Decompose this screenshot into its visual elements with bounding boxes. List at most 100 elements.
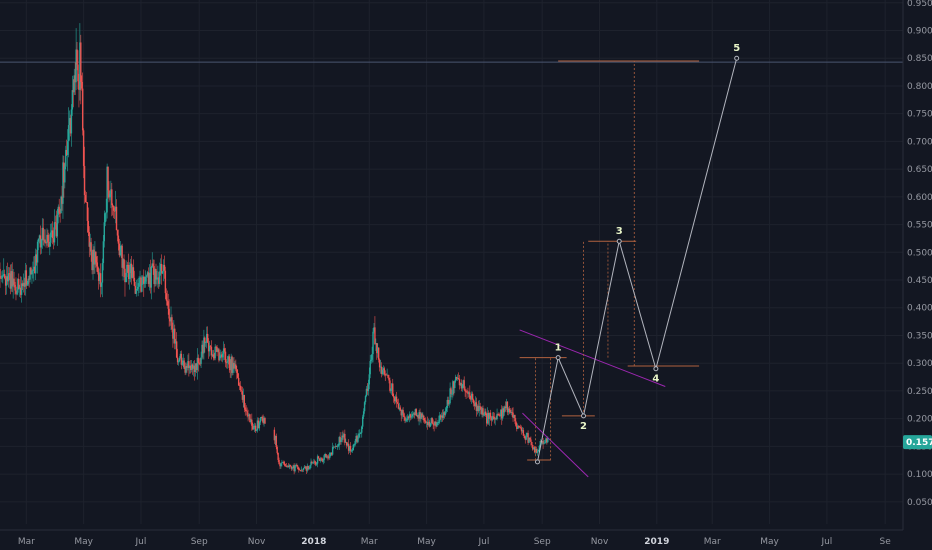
candle <box>526 432 528 438</box>
candle-body <box>135 290 137 294</box>
candle <box>205 341 207 347</box>
channel-line[interactable] <box>522 412 589 478</box>
candle-body <box>285 466 288 468</box>
candle-body <box>435 421 437 427</box>
candle <box>457 372 460 380</box>
candle-body <box>313 461 315 463</box>
candle-body <box>54 222 57 224</box>
candle <box>362 408 365 420</box>
candle <box>385 373 387 376</box>
candle <box>110 180 112 209</box>
candle <box>119 241 121 257</box>
candle-body <box>205 342 207 343</box>
candle <box>504 401 507 412</box>
wave-path[interactable] <box>536 58 738 462</box>
candle-body <box>126 264 128 278</box>
candle <box>495 415 497 420</box>
candle-body <box>39 235 42 248</box>
candle <box>48 232 50 248</box>
candle <box>382 365 385 376</box>
candle <box>144 276 146 288</box>
candle <box>116 229 119 242</box>
time-axis[interactable]: Mar May Jul Sep Nov 2018 Mar May Jul Sep Nov 2019 Ma… <box>0 529 903 547</box>
candle-body <box>360 432 362 434</box>
candle-body <box>47 234 49 242</box>
candle-body <box>35 254 38 263</box>
candle <box>318 458 321 462</box>
candle <box>333 446 336 448</box>
candle-body <box>348 445 351 451</box>
candle-body <box>273 429 276 441</box>
candle <box>229 359 231 378</box>
candle-body <box>532 445 534 450</box>
elliott-wave-drawing[interactable]: 1 2 3 4 5 <box>519 43 741 478</box>
candle <box>8 267 11 281</box>
candle <box>377 347 380 363</box>
wave-point[interactable] <box>555 355 561 361</box>
candle <box>452 379 454 398</box>
candle <box>432 419 434 430</box>
candle <box>198 358 200 365</box>
price-tick-label: 0.0500 <box>907 498 932 508</box>
candle-body <box>323 455 325 460</box>
candle-body <box>475 402 478 411</box>
wave-point[interactable] <box>653 366 659 372</box>
candle-body <box>453 381 455 389</box>
candle <box>139 270 141 287</box>
candle <box>36 239 39 274</box>
candle-body <box>533 447 536 453</box>
candle <box>477 400 479 413</box>
candle <box>533 445 536 454</box>
candle-body <box>537 449 540 452</box>
candle-body <box>388 377 390 381</box>
candle <box>203 329 205 360</box>
candle <box>482 405 484 418</box>
candle-body <box>148 272 151 284</box>
candle <box>56 208 59 246</box>
wave-point[interactable] <box>616 238 622 244</box>
candle <box>330 452 333 456</box>
candle-body <box>243 395 246 408</box>
candle-body <box>191 364 194 369</box>
candle <box>13 271 15 288</box>
wave-point[interactable] <box>581 413 587 419</box>
candle-body <box>506 401 509 413</box>
candle <box>311 460 313 465</box>
candle-body <box>71 90 74 110</box>
candle <box>28 275 30 288</box>
candle <box>9 264 12 295</box>
candle-body <box>122 259 124 268</box>
candle-body <box>22 282 25 287</box>
candle <box>342 430 344 443</box>
candle-body <box>516 425 518 429</box>
candle <box>355 433 357 444</box>
channel-line[interactable] <box>519 329 666 387</box>
candle-body <box>234 364 236 369</box>
candle-body <box>33 266 35 270</box>
candle <box>283 460 285 465</box>
candle <box>471 391 473 404</box>
candle <box>16 286 18 296</box>
candle-body <box>143 276 145 284</box>
wave-point[interactable] <box>734 55 740 61</box>
candle <box>158 271 160 290</box>
candle-body <box>381 369 384 375</box>
candle <box>334 443 337 449</box>
candle <box>336 444 339 450</box>
candle-body <box>500 409 502 416</box>
candle <box>225 359 228 369</box>
candle-body <box>402 410 404 414</box>
candle <box>231 355 233 376</box>
candle <box>489 409 492 421</box>
candle <box>536 448 539 456</box>
candle-body <box>341 435 343 440</box>
wave-point[interactable] <box>534 459 540 465</box>
candle-body <box>217 349 219 352</box>
candle <box>297 465 299 470</box>
candle <box>12 268 14 299</box>
candle <box>347 439 350 455</box>
candle-body <box>517 426 520 427</box>
candle-body <box>154 268 156 285</box>
